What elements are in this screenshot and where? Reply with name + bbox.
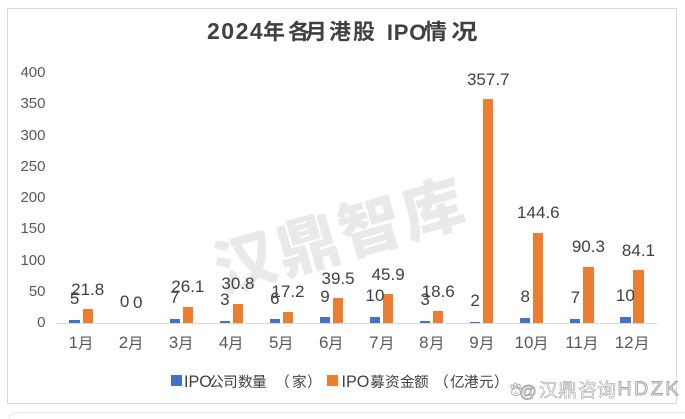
svg-text:du: du [513, 390, 518, 395]
